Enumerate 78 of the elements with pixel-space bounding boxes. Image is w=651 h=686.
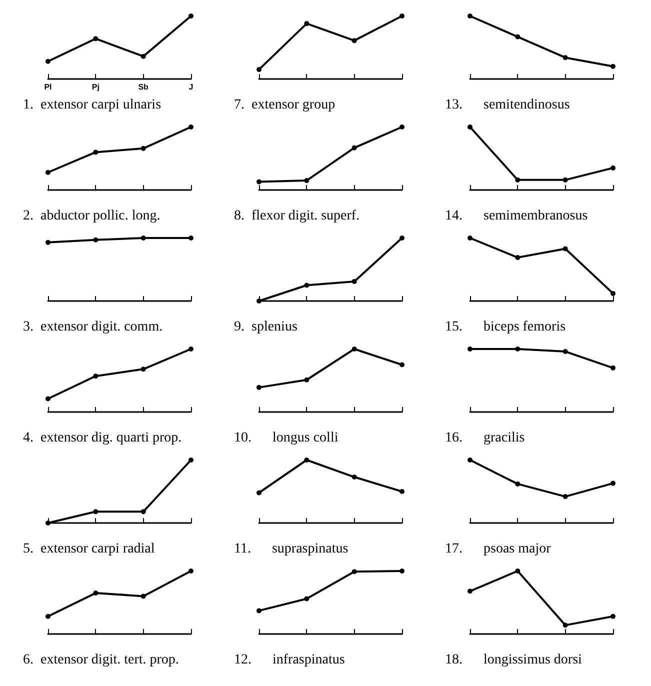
point [352, 145, 357, 150]
point [93, 590, 98, 596]
point [468, 236, 472, 240]
text: 9. splenius [234, 320, 298, 334]
point [610, 614, 616, 619]
point [256, 608, 262, 614]
point [610, 480, 616, 486]
point [400, 568, 404, 574]
point [352, 474, 357, 480]
text: 11. supraspinatus [234, 542, 348, 556]
point [188, 14, 194, 18]
point [93, 374, 98, 379]
point [188, 346, 194, 352]
text: 1. extensor carpi ulnaris [23, 98, 162, 112]
text: 3. extensor digit. comm. [23, 320, 163, 334]
point [256, 384, 262, 390]
x-tick-label: Pl [44, 82, 52, 92]
point [610, 64, 616, 69]
x-tick-label: Pj [92, 82, 100, 92]
point [515, 255, 520, 260]
text: 12. infraspinatus [234, 652, 345, 668]
point [93, 36, 98, 42]
point [46, 170, 50, 175]
point [515, 568, 520, 574]
text: 18. longissimus dorsi [445, 652, 582, 668]
point [400, 236, 404, 240]
text: 15. biceps femoris [445, 320, 566, 334]
point [140, 366, 146, 372]
point [256, 179, 262, 184]
point [304, 377, 310, 382]
point [562, 622, 568, 628]
point [304, 458, 310, 462]
point [562, 494, 568, 500]
text: 6. extensor digit. tert. prop. [23, 652, 179, 668]
point [610, 290, 616, 296]
point [515, 481, 520, 486]
point [140, 146, 146, 151]
point [468, 588, 472, 594]
point [468, 14, 472, 18]
point [304, 178, 310, 184]
point [188, 568, 194, 574]
text: 17. psoas major [445, 542, 552, 556]
point [400, 124, 404, 130]
point [256, 298, 262, 304]
point [46, 396, 50, 402]
point [400, 489, 404, 494]
point [352, 38, 357, 44]
point [562, 55, 568, 60]
point [304, 282, 310, 288]
point [140, 54, 146, 59]
point [304, 596, 310, 602]
x-tick-label: J [188, 82, 194, 92]
point [140, 594, 146, 599]
point [515, 34, 520, 40]
x-tick-label: Sb [138, 82, 149, 92]
point [562, 246, 568, 252]
text: 10. longus colli [234, 430, 338, 446]
point [188, 124, 194, 130]
point [352, 346, 357, 352]
point [352, 278, 357, 284]
text: 16. gracilis [445, 430, 525, 446]
text: 8. flexor digit. superf. [234, 208, 360, 224]
text: 4. extensor dig. quarti prop. [23, 430, 182, 446]
point [256, 490, 262, 496]
point [468, 458, 472, 462]
text: 7. extensor group [234, 98, 336, 112]
point [304, 21, 310, 26]
text: 5. extensor carpi radial [23, 542, 155, 556]
text: 2. abductor pollic. long. [23, 208, 160, 224]
point [46, 58, 50, 64]
text: 14. semimembranosus [445, 208, 588, 224]
point [400, 14, 404, 18]
point [93, 150, 98, 155]
text: 13. semitendinosus [445, 98, 570, 112]
point [256, 67, 262, 72]
point [400, 362, 404, 368]
point [352, 569, 357, 574]
point [46, 614, 50, 619]
